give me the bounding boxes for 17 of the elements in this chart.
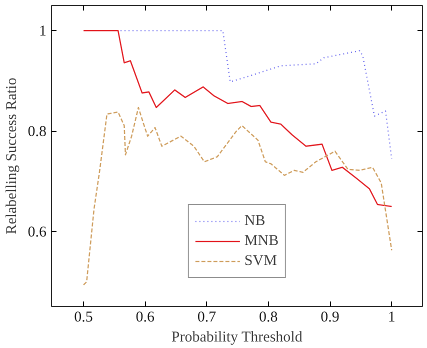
x-axis-title: Probability Threshold	[171, 330, 303, 346]
x-tick-label: 0.8	[259, 310, 278, 326]
y-tick-label: 0.8	[28, 124, 46, 140]
legend-label: SVM	[244, 252, 277, 270]
x-tick-label: 0.9	[320, 310, 340, 326]
line-series	[82, 30, 392, 208]
y-tick-label: 0.6	[28, 224, 47, 241]
y-axis-title: Relabelling Success Ratio	[4, 78, 20, 234]
y-tick-label: 1	[39, 24, 46, 40]
line-series	[82, 106, 392, 286]
legend-label: NB	[244, 212, 266, 230]
x-tick-label: 1	[388, 310, 396, 326]
line-series	[120, 30, 392, 160]
legend-label: MNB	[244, 232, 279, 250]
x-tick-label: 0.5	[74, 310, 93, 326]
x-tick-label: 0.6	[136, 310, 156, 326]
x-tick-label: 0.7	[197, 310, 217, 326]
